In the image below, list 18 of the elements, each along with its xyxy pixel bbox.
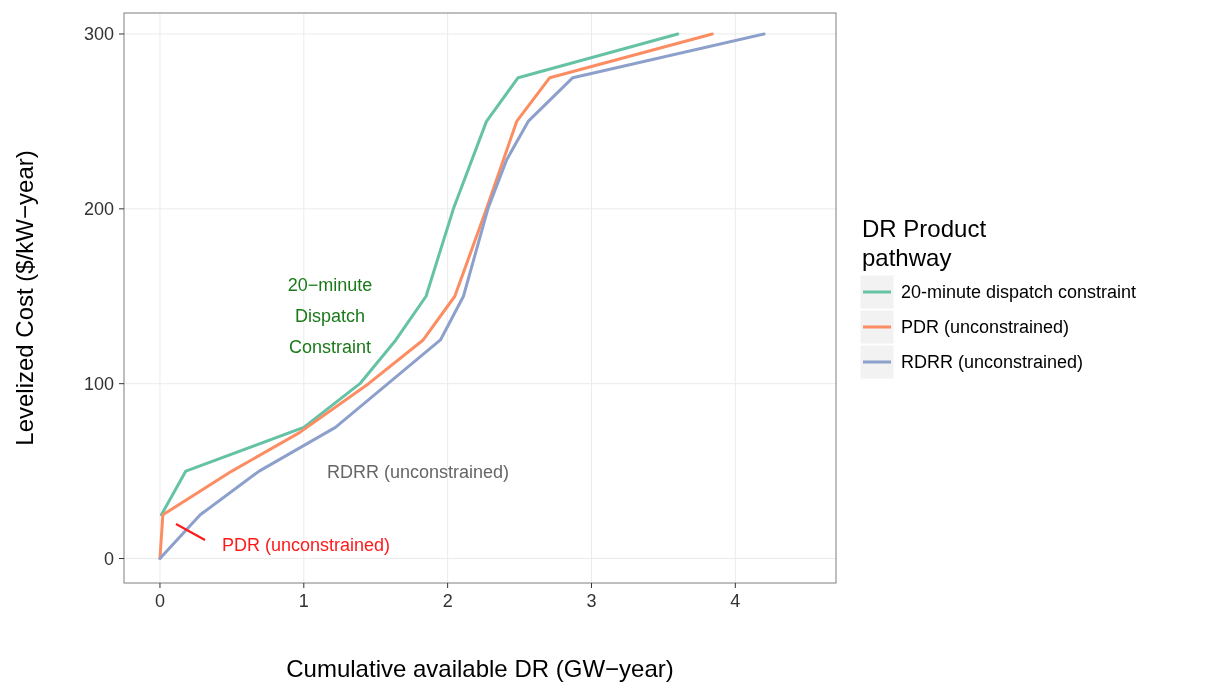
x-tick-label: 1 bbox=[298, 591, 309, 611]
annotation: PDR (unconstrained) bbox=[221, 535, 391, 555]
annotation: RDRR (unconstrained) bbox=[326, 462, 510, 482]
x-tick-label: 0 bbox=[154, 591, 165, 611]
x-tick-label: 4 bbox=[730, 591, 741, 611]
y-tick-label: 0 bbox=[103, 548, 114, 569]
legend-label: RDRR (unconstrained) bbox=[901, 352, 1084, 372]
y-tick-label: 300 bbox=[83, 23, 114, 44]
legend-label: 20-minute dispatch constraint bbox=[901, 282, 1137, 302]
x-tick-label: 3 bbox=[586, 591, 597, 611]
annotation: 20−minute Dispatch Constraint bbox=[287, 275, 373, 357]
x-axis-title: Cumulative available DR (GW−year) bbox=[286, 655, 674, 682]
y-tick-label: 100 bbox=[83, 373, 114, 394]
x-tick-label: 2 bbox=[442, 591, 453, 611]
legend-title: DR Product pathway bbox=[862, 215, 987, 271]
y-tick-label: 200 bbox=[83, 198, 114, 219]
y-axis-title: Levelized Cost ($/kW−year) bbox=[11, 150, 38, 446]
legend-label: PDR (unconstrained) bbox=[901, 317, 1070, 337]
